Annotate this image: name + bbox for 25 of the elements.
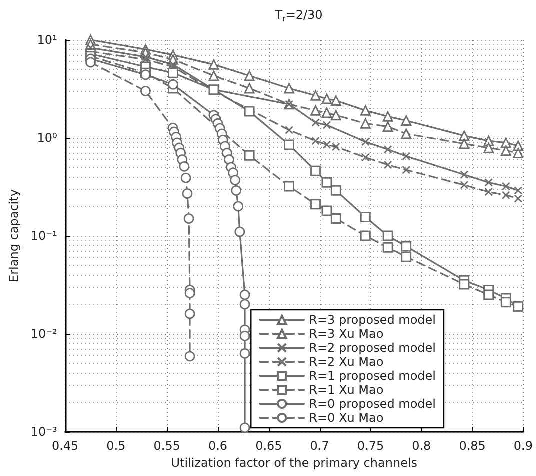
x-tick-label: 0.8 [412,439,432,453]
legend-label: R=3 proposed model [309,313,436,327]
y-tick-label: 10⁻² [30,327,58,341]
x-tick-label: 0.55 [154,439,180,453]
legend-label: R=2 Xu Mao [309,355,384,369]
x-tick-label: 0.65 [256,439,282,453]
x-tick-label: 0.5 [106,439,126,453]
x-tick-label: 0.9 [514,439,534,453]
x-tick-label: 0.85 [459,439,486,453]
y-axis-title: Erlang capacity [7,190,21,282]
legend-label: R=1 Xu Mao [309,383,384,397]
x-axis-title: Utilization factor of the primary channels [171,456,418,470]
legend-label: R=0 proposed model [309,397,436,411]
x-tick-label: 0.75 [357,439,384,453]
x-tick-label: 0.7 [310,439,330,453]
y-tick-label: 10¹ [37,33,58,47]
y-tick-label: 10⁻¹ [30,229,58,243]
legend-label: R=2 proposed model [309,341,436,355]
legend-label: R=0 Xu Mao [309,411,384,425]
y-tick-label: 10⁻³ [30,425,58,439]
legend-label: R=3 Xu Mao [309,327,384,341]
legend-label: R=1 proposed model [309,369,436,383]
y-tick-label: 10⁰ [37,131,58,145]
x-tick-label: 0.6 [208,439,228,453]
x-tick-label: 0.45 [52,439,79,453]
